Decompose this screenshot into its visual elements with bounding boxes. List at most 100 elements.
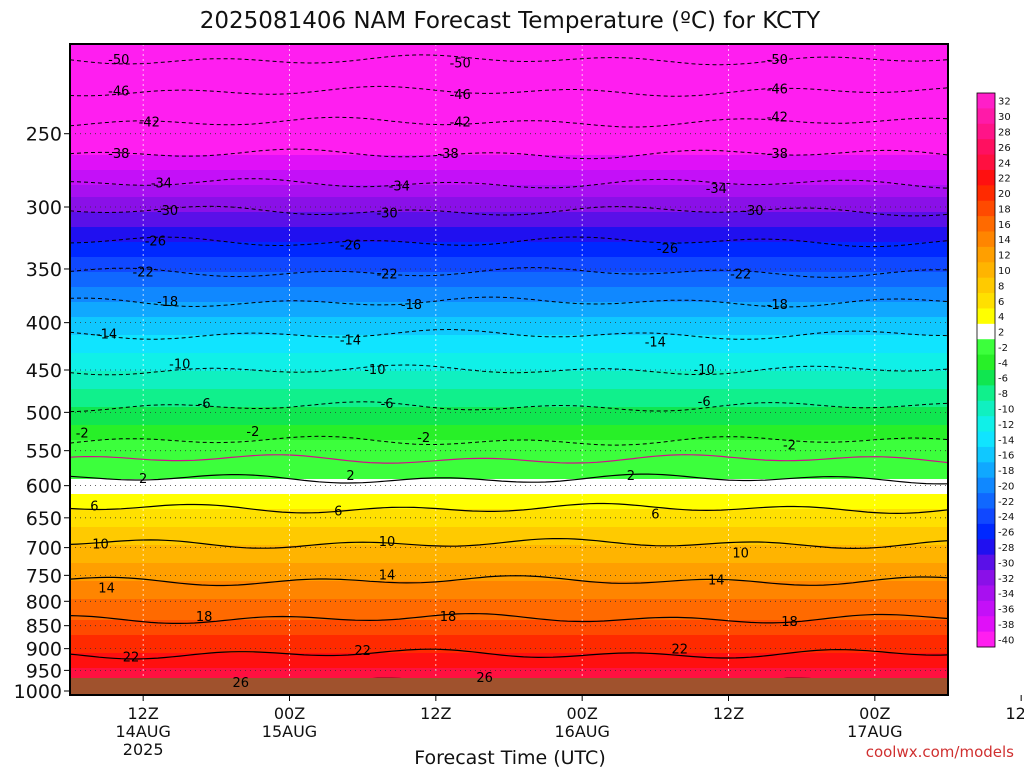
y-tick-label: 350 [26, 259, 62, 281]
temperature-band [70, 371, 948, 375]
temperature-band [70, 623, 948, 627]
temperature-band [70, 629, 948, 633]
contour-label: 10 [92, 538, 109, 553]
colorbar-swatch [977, 200, 995, 217]
temperature-band [70, 296, 948, 300]
contour-label: -10 [693, 363, 714, 378]
temperature-band [70, 419, 948, 423]
temperature-band [70, 140, 948, 144]
colorbar-label: 18 [998, 204, 1011, 215]
temperature-band [70, 146, 948, 150]
temperature-band [70, 656, 948, 660]
temperature-band [70, 299, 948, 303]
temperature-band [70, 281, 948, 285]
colorbar-swatch [977, 246, 995, 263]
temperature-band [70, 206, 948, 210]
temperature-band [70, 200, 948, 204]
temperature-band [70, 494, 948, 498]
temperature-band [70, 437, 948, 441]
temperature-band [70, 62, 948, 66]
y-tick-label: 800 [26, 591, 62, 613]
colorbar-label: 12 [998, 251, 1011, 262]
colorbar-label: -20 [998, 481, 1014, 492]
contour-label: -50 [767, 53, 788, 68]
temperature-band [70, 539, 948, 543]
colorbar-label: 28 [998, 127, 1011, 138]
contour-label: -50 [108, 53, 129, 68]
temperature-band [70, 557, 948, 561]
temperature-band [70, 209, 948, 213]
temperature-band [70, 143, 948, 147]
temperature-band [70, 74, 948, 78]
temperature-band [70, 416, 948, 420]
colorbar-swatch [977, 446, 995, 463]
temperature-band [70, 611, 948, 615]
colorbar-swatch [977, 523, 995, 540]
temperature-band [70, 644, 948, 648]
chart-title: 2025081406 NAM Forecast Temperature (ºC)… [200, 8, 821, 34]
x-tick-date: 17AUG [847, 722, 902, 741]
temperature-band [70, 662, 948, 666]
temperature-band [70, 326, 948, 330]
temperature-band [70, 386, 948, 390]
temperature-band [70, 563, 948, 567]
contour-label: -50 [450, 57, 471, 72]
temperature-band [70, 626, 948, 630]
contour-line [70, 502, 948, 515]
contour-line [70, 648, 948, 660]
temperature-band [70, 389, 948, 393]
contour-line [70, 538, 948, 550]
temperature-band [70, 368, 948, 372]
contour-label: 6 [651, 508, 659, 523]
temperature-band [70, 575, 948, 579]
temperature-band [70, 455, 948, 459]
contour-label: -2 [76, 426, 89, 441]
temperature-band [70, 182, 948, 186]
temperature-band [70, 461, 948, 465]
colorbar-label: -32 [998, 574, 1014, 585]
temperature-band [70, 668, 948, 672]
contour-label: -38 [767, 147, 788, 162]
temperature-band [70, 524, 948, 528]
temperature-band [70, 590, 948, 594]
contour-label: 26 [232, 676, 249, 691]
colorbar-label: -8 [998, 389, 1008, 400]
temperature-band [70, 173, 948, 177]
temperature-band [70, 149, 948, 153]
colorbar-label: 14 [998, 235, 1011, 246]
contour-label: -38 [108, 147, 129, 162]
temperature-band [70, 473, 948, 477]
contour-label: -14 [96, 328, 117, 343]
temperature-band [70, 50, 948, 54]
temperature-band [70, 86, 948, 90]
temperature-band [70, 407, 948, 411]
temperature-bands [70, 44, 948, 695]
colorbar-swatch [977, 508, 995, 525]
temperature-band [70, 347, 948, 351]
temperature-band [70, 521, 948, 525]
y-tick-label: 300 [26, 197, 62, 219]
colorbar-swatch [977, 585, 995, 602]
temperature-band [70, 230, 948, 234]
temperature-band [70, 224, 948, 228]
temperature-band [70, 65, 948, 69]
colorbar-swatch [977, 185, 995, 202]
temperature-band [70, 161, 948, 165]
colorbar-label: 8 [998, 281, 1004, 292]
temperature-band [70, 488, 948, 492]
temperature-band [70, 248, 948, 252]
temperature-band [70, 542, 948, 546]
temperature-band [70, 554, 948, 558]
contour-label: -14 [340, 333, 361, 348]
temperature-band [70, 302, 948, 306]
temperature-band [70, 92, 948, 96]
temperature-band [70, 122, 948, 126]
temperature-band [70, 602, 948, 606]
colorbar-swatch [977, 631, 995, 648]
contour-label: 10 [732, 546, 749, 561]
contour-labels: -50 -50 -50-46 -46 -46-42 -42 -42-38 -38 -38-34-… [76, 53, 798, 691]
credit-text: coolwx.com/models [866, 743, 1014, 761]
contour-label: -2 [246, 425, 259, 440]
temperature-band [70, 659, 948, 663]
